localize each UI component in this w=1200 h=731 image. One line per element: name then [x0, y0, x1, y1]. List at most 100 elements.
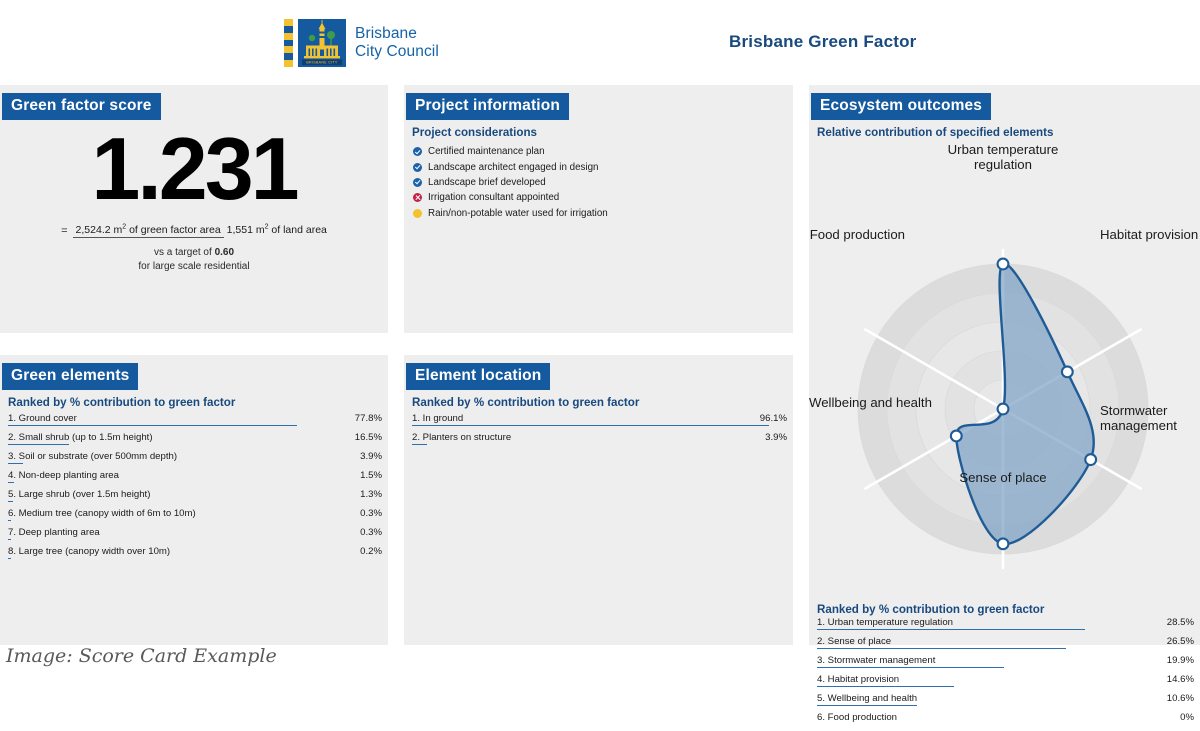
project-information-badge: Project information — [406, 93, 569, 120]
ranked-item-bar-track — [8, 462, 382, 469]
crest-caption: BRISBANE CITY — [306, 61, 338, 65]
ranked-item-label: 1. In ground — [412, 413, 464, 424]
ranked-item: 6. Medium tree (canopy width of 6m to 10… — [8, 508, 388, 527]
element-location-subheading: Ranked by % contribution to green factor — [412, 396, 640, 409]
ranked-item-bar — [8, 444, 70, 445]
logo-line-1: Brisbane — [355, 24, 417, 42]
ranked-item-value: 19.9% — [1166, 655, 1194, 666]
ranked-item-value: 0.2% — [360, 546, 382, 557]
check-icon — [413, 147, 422, 157]
ranked-item: 7. Deep planting area 0.3% — [8, 527, 388, 546]
ranked-item-bar-track — [817, 685, 1194, 692]
green-elements-ranked-list: 1. Ground cover 77.8% 2. Small shrub (up t… — [8, 413, 388, 565]
ranked-item-value: 10.6% — [1166, 693, 1194, 704]
ranked-item: 5. Large shrub (over 1.5m height) 1.3% — [8, 489, 388, 508]
ranked-item-value: 16.5% — [354, 432, 382, 443]
ranked-item-value: 3.9% — [360, 451, 382, 462]
logo-line-2: City Council — [355, 43, 439, 60]
ranked-item-bar — [412, 425, 770, 426]
consideration-row: Landscape architect engaged in design — [413, 159, 793, 174]
ranked-item-value: 77.8% — [354, 413, 382, 424]
denominator-area: 1,551 m — [226, 223, 265, 236]
radar-axis-label: Sense of place — [959, 470, 1047, 485]
logo-stripe-icon — [284, 19, 293, 68]
ranked-item-bar — [817, 629, 1085, 630]
ranked-item-bar — [8, 425, 298, 426]
ranked-item: 6. Food production 0% — [817, 712, 1200, 731]
ranked-item-bar-track — [8, 500, 382, 507]
ranked-item-value: 0.3% — [360, 508, 382, 519]
city-hall-crest-icon: BRISBANE CITY — [298, 19, 346, 67]
numerator-unit: 2 — [122, 223, 127, 230]
radar-data-point — [1084, 453, 1098, 467]
radar-axis-label: Stormwater management — [1100, 403, 1177, 434]
panel-project-information: Project information Project consideratio… — [404, 85, 793, 333]
ranked-item-value: 28.5% — [1166, 617, 1194, 628]
radar-axis-label: Food production — [809, 227, 905, 242]
panel-green-factor-score: Green factor score 1.231 = 2,524.2 m2 of… — [0, 85, 388, 333]
ranked-item-label: 7. Deep planting area — [8, 527, 100, 538]
ranked-item-label: 2. Planters on structure — [412, 432, 512, 443]
consideration-label: Irrigation consultant appointed — [428, 192, 560, 204]
ranked-item-bar-track — [817, 647, 1194, 654]
page-header: BRISBANE CITY Brisbane City Council Bris… — [0, 0, 1200, 85]
ranked-item-bar-track — [817, 666, 1194, 673]
ranked-item-bar — [817, 705, 917, 706]
ranked-item-bar-track — [8, 481, 382, 488]
logo-wordmark: Brisbane City Council — [355, 19, 439, 67]
ranked-item: 4. Habitat provision 14.6% — [817, 674, 1200, 693]
green-elements-subheading: Ranked by % contribution to green factor — [8, 396, 236, 409]
ranked-item-value: 3.9% — [765, 432, 787, 443]
ranked-item-value: 1.3% — [360, 489, 382, 500]
ranked-item: 4. Non-deep planting area 1.5% — [8, 470, 388, 489]
element-location-ranked-list: 1. In ground 96.1% 2. Planters on structur… — [412, 413, 793, 451]
ranked-item: 3. Soil or substrate (over 500mm depth) 3… — [8, 451, 388, 470]
consideration-row: Irrigation consultant appointed — [413, 190, 793, 205]
ranked-item-label: 2. Sense of place — [817, 636, 892, 647]
ranked-item-label: 3. Soil or substrate (over 500mm depth) — [8, 451, 178, 462]
consideration-label: Certified maintenance plan — [428, 146, 545, 158]
denominator-unit: 2 — [264, 223, 269, 230]
ranked-item-bar-track — [8, 443, 382, 450]
ranked-item-bar-track — [817, 723, 1194, 730]
green-elements-badge: Green elements — [2, 363, 139, 390]
radar-axis-label: Wellbeing and health — [809, 395, 932, 410]
consideration-label: Landscape architect engaged in design — [428, 161, 599, 173]
ranked-item-label: 5. Large shrub (over 1.5m height) — [8, 489, 151, 500]
ranked-item-bar-track — [817, 628, 1194, 635]
ranked-item-label: 3. Stormwater management — [817, 655, 936, 666]
ranked-item-bar-track — [412, 424, 787, 431]
green-factor-formula: = 2,524.2 m2 of green factor area 1,551 … — [0, 222, 388, 238]
green-factor-target: vs a target of 0.60 for large scale resi… — [0, 246, 388, 274]
ecosystem-radar-chart: Urban temperature regulation Habitat prov… — [809, 142, 1200, 593]
ranked-item-bar-track — [8, 557, 382, 564]
green-factor-score-badge: Green factor score — [2, 93, 161, 120]
ranked-item-bar — [8, 539, 11, 540]
panel-element-location: Element location Ranked by % contributio… — [404, 355, 793, 645]
ranked-item-bar — [8, 520, 11, 521]
ranked-item-bar — [817, 648, 1067, 649]
ranked-item-label: 1. Urban temperature regulation — [817, 617, 953, 628]
panel-ecosystem-outcomes: Ecosystem outcomes Relative contribution… — [809, 85, 1200, 723]
partial-dot-icon — [413, 208, 422, 218]
consideration-row: Rain/non-potable water used for irrigati… — [413, 206, 793, 221]
ranked-item: 8. Large tree (canopy width over 10m) 0.2… — [8, 546, 388, 565]
target-prefix: vs a target of — [153, 246, 215, 258]
project-considerations-list: Certified maintenance plan Landscape arch… — [413, 144, 793, 221]
check-icon — [413, 177, 422, 187]
radar-series-fill — [956, 263, 1094, 545]
ranked-item: 1. In ground 96.1% — [412, 413, 793, 432]
ranked-item-value: 0% — [1180, 712, 1194, 723]
ranked-item: 2. Sense of place 26.5% — [817, 636, 1200, 655]
ranked-item-bar — [8, 501, 13, 502]
radar-data-point — [996, 537, 1010, 551]
denominator-tail: of land area — [268, 223, 327, 236]
ranked-item-bar-track — [8, 519, 382, 526]
ranked-item-label: 6. Food production — [817, 712, 898, 723]
check-icon — [413, 162, 422, 172]
panel-green-elements: Green elements Ranked by % contribution … — [0, 355, 388, 645]
ecosystem-ranked-subheading: Ranked by % contribution to green factor — [817, 603, 1045, 616]
ranked-item-label: 5. Wellbeing and health — [817, 693, 918, 704]
ranked-item: 5. Wellbeing and health 10.6% — [817, 693, 1200, 712]
radar-data-point — [996, 257, 1010, 271]
